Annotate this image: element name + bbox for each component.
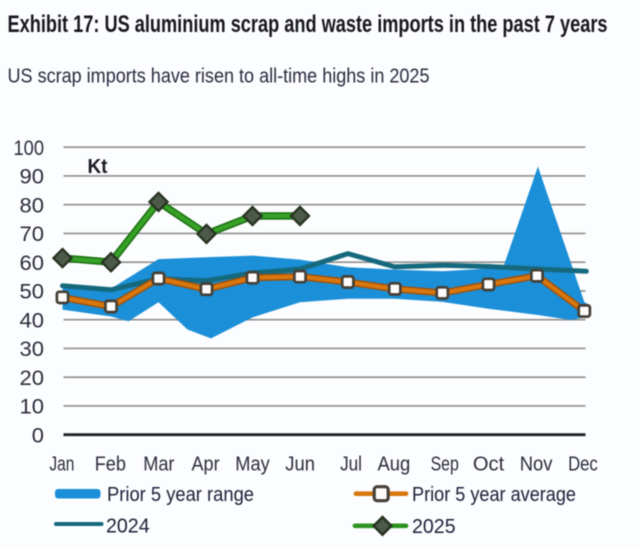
svg-text:Jul: Jul (340, 453, 362, 476)
svg-text:Dec: Dec (568, 453, 598, 476)
svg-text:20: 20 (20, 366, 45, 390)
svg-text:May: May (235, 453, 270, 476)
svg-text:Apr: Apr (192, 453, 220, 476)
svg-text:Mar: Mar (143, 453, 174, 476)
svg-text:Nov: Nov (520, 453, 553, 476)
svg-text:Jan: Jan (49, 453, 74, 476)
svg-text:100: 100 (14, 136, 45, 160)
svg-text:90: 90 (20, 165, 45, 189)
svg-text:Sep: Sep (431, 453, 459, 476)
svg-text:Jun: Jun (285, 453, 315, 476)
svg-text:Kt: Kt (88, 156, 108, 178)
svg-text:Oct: Oct (473, 453, 505, 476)
svg-text:Feb: Feb (95, 453, 126, 476)
svg-text:2025: 2025 (412, 516, 456, 538)
svg-text:40: 40 (20, 309, 45, 333)
svg-text:50: 50 (20, 280, 45, 304)
svg-text:Aug: Aug (378, 453, 411, 476)
svg-text:Prior 5 year average: Prior 5 year average (412, 484, 576, 506)
svg-text:30: 30 (20, 337, 45, 361)
svg-text:70: 70 (20, 222, 45, 246)
svg-text:0: 0 (32, 424, 44, 448)
svg-text:Exhibit 17: US aluminium scrap: Exhibit 17: US aluminium scrap and waste… (8, 11, 608, 38)
svg-text:2024: 2024 (106, 516, 150, 538)
svg-text:80: 80 (20, 194, 45, 218)
svg-text:60: 60 (20, 251, 45, 275)
svg-text:US scrap imports have risen to: US scrap imports have risen to all-time … (8, 66, 430, 88)
svg-text:Prior 5 year range: Prior 5 year range (107, 484, 254, 506)
svg-text:10: 10 (20, 395, 45, 419)
